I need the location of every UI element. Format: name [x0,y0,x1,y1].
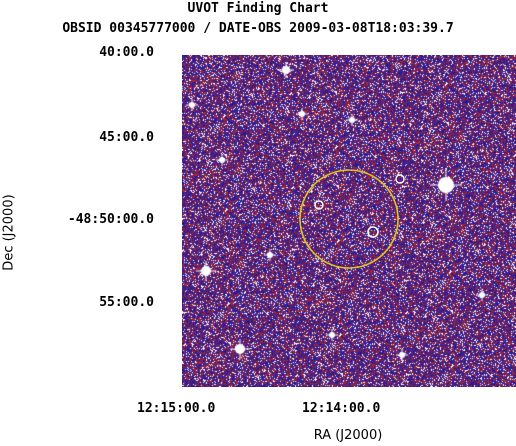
source-marker [314,200,324,210]
source-marker [395,174,405,184]
x-axis-label: RA (J2000) [313,428,383,443]
source-marker [367,226,379,238]
ra-tick-label: 12:15:00.0 [137,401,216,416]
dec-tick-label: 55:00.0 [99,295,154,310]
dec-tick-label: 40:00.0 [99,45,154,60]
chart-title: UVOT Finding Chart [187,1,329,16]
overlay [299,169,405,269]
chart-subtitle: OBSID 00345777000 / DATE-OBS 2009-03-08T… [62,21,454,36]
ra-tick-label: 12:14:00.0 [302,401,381,416]
dec-tick-label: 45:00.0 [99,130,154,145]
error-circle [299,169,399,269]
y-axis-label: Dec (J2000) [1,194,17,271]
dec-tick-label: -48:50:00.0 [67,212,154,227]
sky-image [182,55,516,387]
